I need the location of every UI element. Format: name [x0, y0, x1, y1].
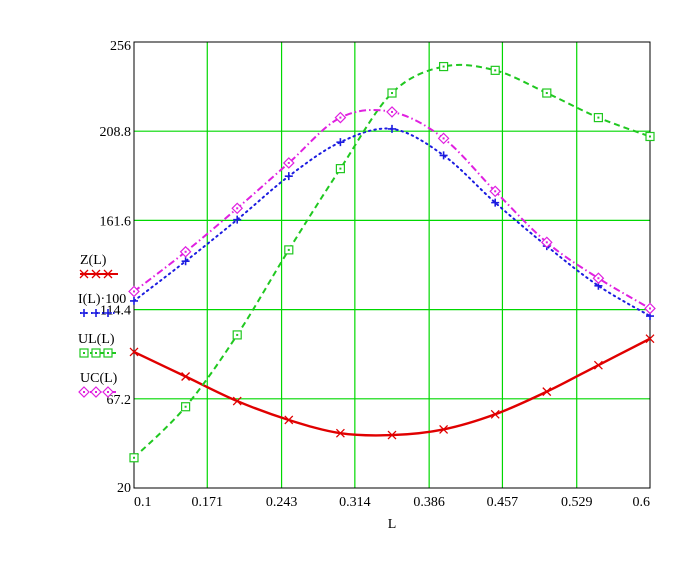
plot-frame [133, 41, 651, 489]
series-point [179, 245, 192, 258]
x-tick-label: 0.314 [339, 495, 371, 510]
y-tick-label: 20 [117, 481, 131, 496]
x-tick-label: 0.529 [561, 495, 593, 510]
series-point [439, 424, 449, 434]
y-tick-label: 67.2 [107, 393, 132, 408]
x-tick-label: 0.386 [413, 495, 445, 510]
legend-label: Z(L) [80, 253, 107, 268]
series-point [490, 409, 500, 419]
series-line [133, 337, 651, 437]
legend-label: UC(L) [80, 371, 118, 386]
series-point [542, 387, 552, 397]
series-point [387, 430, 397, 440]
series-point [233, 215, 242, 224]
series-point [593, 112, 604, 123]
series-point [181, 257, 190, 266]
x-axis-label: L [388, 517, 397, 532]
series-point [334, 111, 347, 124]
series-2 [129, 61, 655, 463]
x-tick-label: 0.1 [134, 495, 152, 510]
series-point [645, 334, 655, 344]
legend-marker [103, 269, 113, 279]
series-point [645, 131, 655, 142]
legend-marker [90, 386, 102, 398]
y-tick-label: 161.6 [100, 214, 132, 229]
series-point [231, 202, 244, 215]
series-point [491, 198, 500, 207]
legend-marker [78, 386, 90, 398]
series-0 [129, 334, 655, 440]
series-point [542, 88, 552, 98]
series-point [129, 453, 139, 463]
legend-marker [79, 269, 89, 279]
series-1 [130, 124, 654, 321]
series-layer [128, 61, 656, 463]
series-point [181, 402, 191, 412]
series-point [439, 151, 448, 160]
x-tick-label: 0.243 [266, 495, 298, 510]
series-point [130, 296, 138, 305]
series-point [386, 106, 398, 118]
legend-marker [80, 309, 88, 317]
series-point [644, 302, 656, 315]
legend: Z(L) I(L)·100 UL(L) UC(L) [78, 253, 126, 398]
x-tick-label: 0.6 [633, 495, 651, 510]
series-point [282, 157, 295, 169]
legend-marker [91, 348, 101, 358]
series-line [133, 108, 651, 310]
legend-marker [104, 309, 112, 317]
series-line [133, 63, 651, 459]
series-point [232, 396, 242, 406]
series-point [232, 330, 242, 340]
legend-label: UL(L) [78, 332, 115, 347]
series-point [129, 347, 139, 357]
series-point [181, 372, 191, 381]
legend-label: I(L)·100 [78, 292, 126, 307]
x-tick-label: 0.171 [192, 495, 224, 510]
series-point [437, 132, 450, 145]
series-point [489, 185, 502, 198]
series-point [284, 245, 294, 255]
series-point [284, 415, 294, 425]
series-point [439, 61, 449, 72]
series-point [490, 65, 500, 75]
series-line [133, 127, 651, 318]
y-tick-label: 208.8 [100, 125, 132, 140]
series-3 [128, 106, 656, 315]
series-point [335, 428, 345, 438]
x-tick-labels: 0.1 0.171 0.243 0.314 0.386 0.457 0.529 0.6 [134, 495, 650, 510]
series-point [335, 164, 345, 174]
y-tick-label: 256 [110, 39, 131, 54]
series-point [128, 285, 140, 298]
series-point [387, 88, 397, 98]
legend-marker [91, 269, 101, 279]
legend-marker [102, 386, 114, 398]
legend-marker [92, 309, 100, 317]
series-point [540, 236, 553, 249]
legend-marker [79, 348, 89, 358]
legend-marker [103, 348, 113, 358]
series-point [336, 138, 345, 147]
series-point [592, 272, 605, 285]
x-tick-label: 0.457 [487, 495, 519, 510]
series-point [284, 172, 293, 181]
series-point [593, 360, 603, 370]
series-point [388, 124, 396, 133]
